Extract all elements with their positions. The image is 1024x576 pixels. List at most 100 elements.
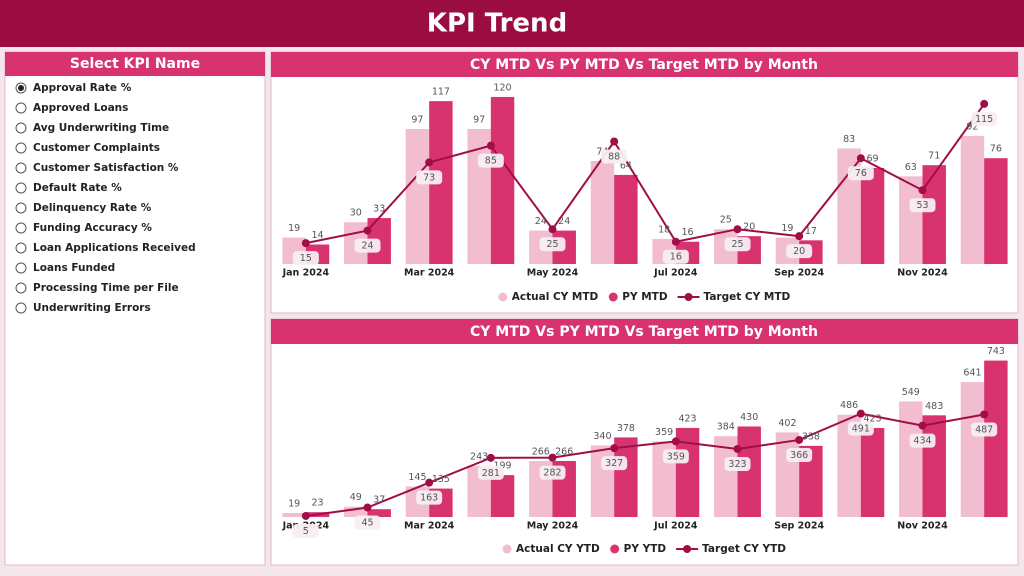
line-point [918, 421, 927, 430]
x-tick-label: Jul 2024 [653, 268, 698, 279]
chart-title-bar [271, 319, 1018, 344]
radio-button[interactable] [15, 142, 27, 154]
x-tick-label: Sep 2024 [774, 521, 824, 532]
radio-button[interactable] [15, 162, 27, 174]
slicer-item-label[interactable]: Loans Funded [33, 262, 115, 274]
value-label: 18 [658, 224, 670, 235]
slicer-item[interactable]: Delinquency Rate % [15, 202, 152, 214]
legend-item[interactable]: PY YTD [610, 543, 666, 555]
value-label: 487 [975, 424, 993, 435]
value-label: 491 [852, 424, 870, 435]
radio-button[interactable] [15, 122, 27, 134]
line-point [486, 141, 495, 150]
x-tick-label: Mar 2024 [404, 521, 455, 532]
value-label: 45 [361, 518, 373, 529]
line-point [610, 137, 619, 146]
legend-label[interactable]: Actual CY MTD [512, 291, 599, 303]
slicer-item-label[interactable]: Underwriting Errors [33, 302, 151, 314]
value-label-box [971, 111, 998, 126]
slicer-item-label[interactable]: Delinquency Rate % [33, 202, 152, 214]
value-label-box [847, 421, 874, 436]
bar [922, 165, 946, 264]
slicer-item[interactable]: Loans Funded [15, 262, 115, 274]
value-label: 483 [925, 401, 943, 412]
value-label: 430 [740, 412, 758, 423]
slicer-item-label[interactable]: Customer Satisfaction % [33, 162, 179, 174]
bar [490, 475, 515, 517]
bar [590, 160, 615, 264]
legend-item[interactable]: Actual CY MTD [498, 291, 599, 303]
slicer-panel [4, 51, 266, 566]
slicer-item[interactable]: Customer Complaints [15, 142, 160, 154]
line-point [425, 478, 434, 487]
slicer-item[interactable]: Loan Applications Received [15, 242, 196, 254]
radio-button[interactable] [15, 182, 27, 194]
slicer-list: Approval Rate % Approved Loans Avg Underwr… [15, 82, 196, 314]
slicer-header [5, 52, 265, 76]
slicer-item-label[interactable]: Approval Rate % [33, 82, 132, 94]
slicer-item[interactable]: Approved Loans [15, 102, 128, 114]
legend-item[interactable]: Actual CY YTD [502, 543, 600, 555]
slicer-item[interactable]: Funding Accuracy % [15, 222, 152, 234]
legend-item[interactable]: Target CY YTD [676, 543, 786, 555]
legend-label[interactable]: Target CY MTD [704, 291, 791, 303]
legend-label[interactable]: Target CY YTD [702, 543, 786, 555]
x-tick-label: May 2024 [527, 268, 579, 279]
slicer-item[interactable]: Avg Underwriting Time [15, 122, 169, 134]
value-label-box [786, 244, 813, 259]
legend-item[interactable]: Target CY MTD [677, 291, 791, 303]
value-label: 266 [555, 447, 573, 458]
x-tick-label: Mar 2024 [404, 268, 455, 279]
slicer-item-label[interactable]: Funding Accuracy % [33, 222, 152, 234]
x-tick-label: Jul 2024 [653, 521, 698, 532]
value-label: 33 [373, 204, 385, 215]
radio-button[interactable] [15, 242, 27, 254]
radio-button[interactable] [15, 282, 27, 294]
legend-label[interactable]: Actual CY YTD [516, 543, 600, 555]
chart-title: CY MTD Vs PY MTD Vs Target MTD by Month [470, 57, 818, 73]
slicer-item[interactable]: Processing Time per File [15, 282, 179, 294]
legend-label[interactable]: PY YTD [624, 543, 667, 555]
value-label: 76 [990, 144, 1002, 155]
legend-item[interactable]: PY MTD [608, 291, 668, 303]
bar [737, 426, 761, 517]
bar [860, 427, 885, 517]
value-label: 71 [928, 151, 940, 162]
value-label-box [786, 447, 813, 462]
radio-button[interactable] [15, 302, 27, 314]
legend-label[interactable]: PY MTD [622, 291, 668, 303]
x-tick-label: May 2024 [527, 521, 579, 532]
line-point [486, 453, 495, 462]
chart: CY MTD Vs PY MTD Vs Target MTD by Month J… [270, 318, 1019, 566]
slicer-item-label[interactable]: Processing Time per File [33, 282, 179, 294]
radio-button[interactable] [15, 262, 27, 274]
value-label: 88 [608, 152, 620, 163]
value-label-box [601, 456, 628, 471]
value-label: 64 [620, 160, 632, 171]
value-label: 366 [790, 450, 808, 461]
line-point [301, 239, 310, 248]
line-point [733, 225, 742, 234]
slicer-item-label[interactable]: Customer Complaints [33, 142, 160, 154]
slicer-item-label[interactable]: Loan Applications Received [33, 242, 196, 254]
value-label: 282 [543, 468, 561, 479]
slicer-item[interactable]: Underwriting Errors [15, 302, 151, 314]
bar [960, 382, 985, 517]
radio-button[interactable] [15, 102, 27, 114]
value-label: 402 [778, 418, 796, 429]
slicer-item-label[interactable]: Approved Loans [33, 102, 128, 114]
slicer-item[interactable]: Default Rate % [15, 182, 122, 194]
value-label: 19 [781, 223, 793, 234]
slicer-item-label[interactable]: Default Rate % [33, 182, 122, 194]
radio-button[interactable] [15, 222, 27, 234]
charts: CY MTD Vs PY MTD Vs Target MTD by Month J… [270, 51, 1019, 566]
value-label-box [354, 238, 381, 253]
slicer-item[interactable]: Customer Satisfaction % [15, 162, 179, 174]
bar [984, 360, 1008, 517]
radio-button[interactable] [15, 202, 27, 214]
slicer-item[interactable]: Approval Rate % [15, 82, 132, 94]
value-labels: 1930979724741825198363921433117120246416… [288, 82, 1002, 266]
slicer-item-label[interactable]: Avg Underwriting Time [33, 122, 169, 134]
legend-marker [498, 292, 508, 302]
